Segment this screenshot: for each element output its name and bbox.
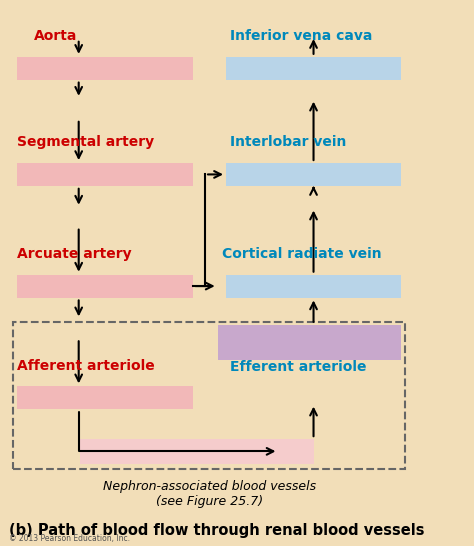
Text: Segmental artery: Segmental artery [18, 135, 155, 150]
Text: (b) Path of blood flow through renal blood vessels: (b) Path of blood flow through renal blo… [9, 523, 425, 538]
Text: © 2013 Pearson Education, Inc.: © 2013 Pearson Education, Inc. [9, 533, 130, 543]
Text: Nephron-associated blood vessels
(see Figure 25.7): Nephron-associated blood vessels (see Fi… [103, 479, 316, 508]
Bar [18, 386, 192, 409]
Text: Inferior vena cava: Inferior vena cava [230, 29, 373, 43]
Text: Efferent arteriole: Efferent arteriole [230, 360, 366, 374]
Bar [18, 163, 192, 186]
Text: Arcuate artery: Arcuate artery [18, 247, 132, 261]
Bar [80, 439, 313, 464]
Text: Cortical radiate vein: Cortical radiate vein [222, 247, 382, 261]
Bar [226, 275, 401, 298]
Bar [18, 275, 192, 298]
Bar [18, 57, 192, 80]
Bar [218, 325, 401, 360]
Text: Aorta: Aorta [34, 29, 77, 43]
Bar [13, 322, 405, 469]
Bar [226, 57, 401, 80]
Text: Interlobar vein: Interlobar vein [230, 135, 346, 150]
Text: Afferent arteriole: Afferent arteriole [18, 359, 155, 373]
Bar [226, 163, 401, 186]
